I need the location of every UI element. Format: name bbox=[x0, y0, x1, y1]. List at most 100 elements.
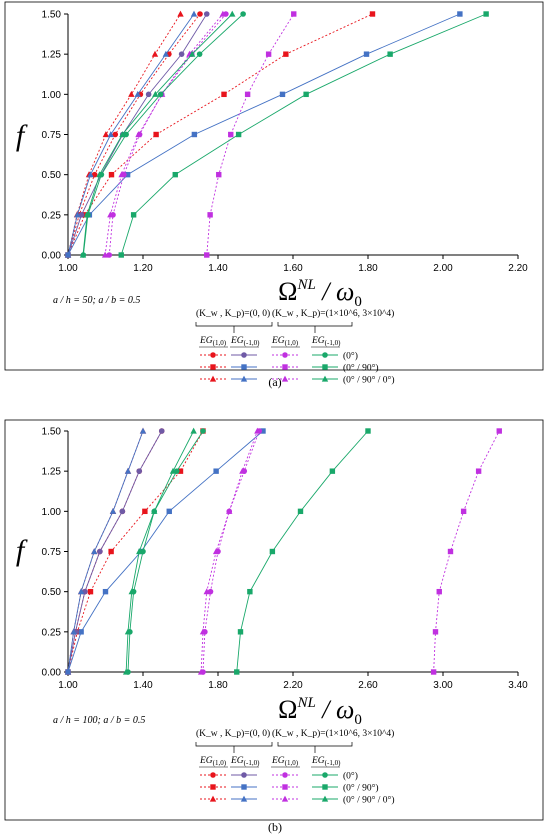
legend-marker-kw-EG10-p090 bbox=[282, 784, 288, 790]
data-point-kw-EG10-p090 bbox=[216, 171, 222, 178]
data-point-kw-EG10-p09 bbox=[239, 467, 246, 474]
y-tick-label: 0.00 bbox=[42, 251, 62, 262]
data-point-k0-EG10-p090 bbox=[108, 548, 114, 555]
data-point-k0-EGm10-p0 bbox=[178, 51, 185, 57]
legend-bracket-kw bbox=[277, 742, 353, 747]
x-tick-label: 1.40 bbox=[208, 263, 228, 274]
data-point-kw-EGm10-p0 bbox=[196, 51, 203, 57]
legend-marker-k0-EGm10-p0 bbox=[241, 352, 247, 358]
data-point-k0-EGm10-p09 bbox=[134, 90, 141, 97]
data-point-k0-EGm10-p09 bbox=[139, 427, 147, 434]
series-line-k0-EG10-p090 bbox=[67, 430, 204, 673]
data-point-kw-EGm10-p0 bbox=[200, 428, 206, 434]
data-point-kw-EGm10-p090 bbox=[234, 669, 240, 675]
legend-material-label: EG(-1,0) bbox=[311, 756, 341, 767]
legend-group-k0: (K_w , K_p)=(0, 0) bbox=[196, 308, 270, 319]
data-point-k0-EGm10-p09 bbox=[109, 507, 117, 514]
y-tick-label: 0.25 bbox=[42, 627, 62, 638]
data-point-kw-EG10-p09 bbox=[203, 588, 210, 595]
chart-note-b: a / h = 100; a / b = 0.5 bbox=[53, 715, 145, 726]
legend-marker-kw-EG10-p0 bbox=[282, 352, 288, 358]
series-line-kw-EG10-p090 bbox=[433, 430, 500, 673]
legend-marker-kw-EG10-p09 bbox=[281, 795, 289, 802]
legend-group-k0: (K_w , K_p)=(0, 0) bbox=[196, 728, 270, 739]
data-point-k0-EG10-p090 bbox=[153, 131, 159, 138]
data-point-k0-EG10-p090 bbox=[283, 51, 289, 57]
legend-group-kw: (K_w , K_p)=(1×10^6, 3×10^4) bbox=[272, 728, 394, 739]
data-point-k0-EGm10-p09 bbox=[91, 548, 98, 555]
data-point-kw-EGm10-p090 bbox=[247, 588, 253, 595]
series-line-k0-EGm10-p0 bbox=[67, 430, 163, 673]
data-point-kw-EGm10-p090 bbox=[269, 548, 276, 555]
chart-panel-a: 1.00 1.20 1.40 1.60 1.80 2.00 2.20 0.00 0.25 0.50… bbox=[4, 1, 544, 389]
chart-frame-a bbox=[4, 1, 544, 371]
data-point-k0-EG10-p090 bbox=[82, 212, 88, 218]
data-point-kw-EGm10-p09 bbox=[124, 628, 132, 635]
legend-marker-kw-EG10-p09 bbox=[281, 375, 289, 382]
data-point-k0-EG10-p09 bbox=[102, 131, 110, 138]
data-point-kw-EGm10-p09 bbox=[152, 90, 159, 97]
data-point-k0-EGm10-p0 bbox=[136, 468, 143, 474]
data-point-k0-EGm10-p090 bbox=[191, 131, 198, 138]
data-point-k0-EGm10-p090 bbox=[78, 629, 84, 635]
data-point-k0-EG10-p090 bbox=[177, 468, 184, 474]
data-point-kw-EG10-p090 bbox=[204, 252, 210, 258]
legend-bracket-k0 bbox=[195, 742, 273, 747]
data-point-kw-EGm10-p090 bbox=[365, 428, 371, 434]
data-point-kw-EGm10-p09 bbox=[122, 668, 130, 675]
data-point-kw-EG10-p09 bbox=[135, 131, 142, 138]
y-tick-label: 1.25 bbox=[42, 50, 62, 61]
data-point-kw-EG10-p090 bbox=[436, 588, 442, 595]
data-point-kw-EG10-p090 bbox=[447, 548, 454, 555]
legend-ply-label: (0° / 90°) bbox=[343, 783, 379, 794]
data-point-k0-EGm10-p0 bbox=[158, 428, 165, 434]
data-point-k0-EG10-p09 bbox=[128, 90, 135, 97]
legend-marker-kw-EGm10-p09 bbox=[321, 795, 329, 802]
x-tick-label: 1.00 bbox=[58, 263, 78, 274]
series-line-kw-EG10-p09 bbox=[200, 430, 258, 673]
data-point-k0-EGm10-p0 bbox=[145, 91, 152, 98]
data-point-k0-EG10-p09 bbox=[151, 50, 159, 57]
data-point-kw-EG10-p09 bbox=[118, 171, 125, 178]
y-tick-label: 0.50 bbox=[42, 170, 62, 181]
data-point-kw-EGm10-p090 bbox=[130, 212, 137, 218]
y-axis-label: f bbox=[16, 119, 28, 152]
legend-marker-kw-EGm10-p090 bbox=[322, 364, 328, 370]
series-line-k0-EGm10-p09 bbox=[67, 430, 144, 673]
data-point-kw-EGm10-p090 bbox=[387, 51, 393, 57]
data-point-k0-EGm10-p0 bbox=[78, 212, 85, 218]
series-line-kw-EG10-p0 bbox=[202, 430, 260, 673]
data-point-kw-EGm10-p090 bbox=[329, 468, 336, 474]
legend-marker-kw-EGm10-p090 bbox=[322, 784, 328, 790]
data-point-kw-EG10-p090 bbox=[460, 508, 467, 515]
legend-marker-k0-EGm10-p09 bbox=[240, 795, 248, 802]
data-point-kw-EGm10-p09 bbox=[151, 507, 158, 514]
data-point-k0-EGm10-p090 bbox=[213, 468, 219, 474]
x-tick-label: 2.60 bbox=[358, 680, 378, 691]
data-point-kw-EGm10-p090 bbox=[297, 508, 304, 515]
data-point-k0-EGm10-p09 bbox=[162, 50, 170, 57]
data-point-k0-EG10-p090 bbox=[142, 508, 148, 515]
data-point-kw-EGm10-p09 bbox=[136, 548, 143, 555]
data-point-k0-EG10-p090 bbox=[369, 11, 376, 17]
x-tick-label: 1.80 bbox=[358, 263, 378, 274]
legend-material-label: EG(-1,0) bbox=[311, 336, 341, 347]
data-point-kw-EG10-p090 bbox=[244, 91, 251, 98]
x-tick-label: 2.20 bbox=[508, 263, 528, 274]
data-point-k0-EGm10-p09 bbox=[87, 171, 94, 178]
data-point-kw-EG10-p09 bbox=[197, 668, 205, 675]
legend-marker-k0-EGm10-p0 bbox=[241, 772, 247, 778]
data-point-k0-EGm10-p090 bbox=[124, 171, 131, 178]
legend-ply-label: (0°) bbox=[343, 351, 358, 362]
x-tick-label: 3.40 bbox=[508, 680, 528, 691]
legend-material-label: EG(1,0) bbox=[271, 336, 299, 347]
data-point-k0-EGm10-p09 bbox=[74, 211, 81, 218]
data-point-kw-EG10-p0 bbox=[106, 252, 113, 258]
legend-ply-label: (0°) bbox=[343, 771, 358, 782]
data-point-k0-EGm10-p090 bbox=[279, 91, 286, 98]
legend-material-label: EG(1,0) bbox=[199, 336, 227, 347]
data-point-kw-EGm10-p09 bbox=[96, 171, 103, 178]
data-point-kw-EGm10-p0 bbox=[157, 91, 164, 98]
y-tick-label: 1.50 bbox=[42, 10, 62, 21]
panel-label-b: (b) bbox=[268, 820, 282, 834]
